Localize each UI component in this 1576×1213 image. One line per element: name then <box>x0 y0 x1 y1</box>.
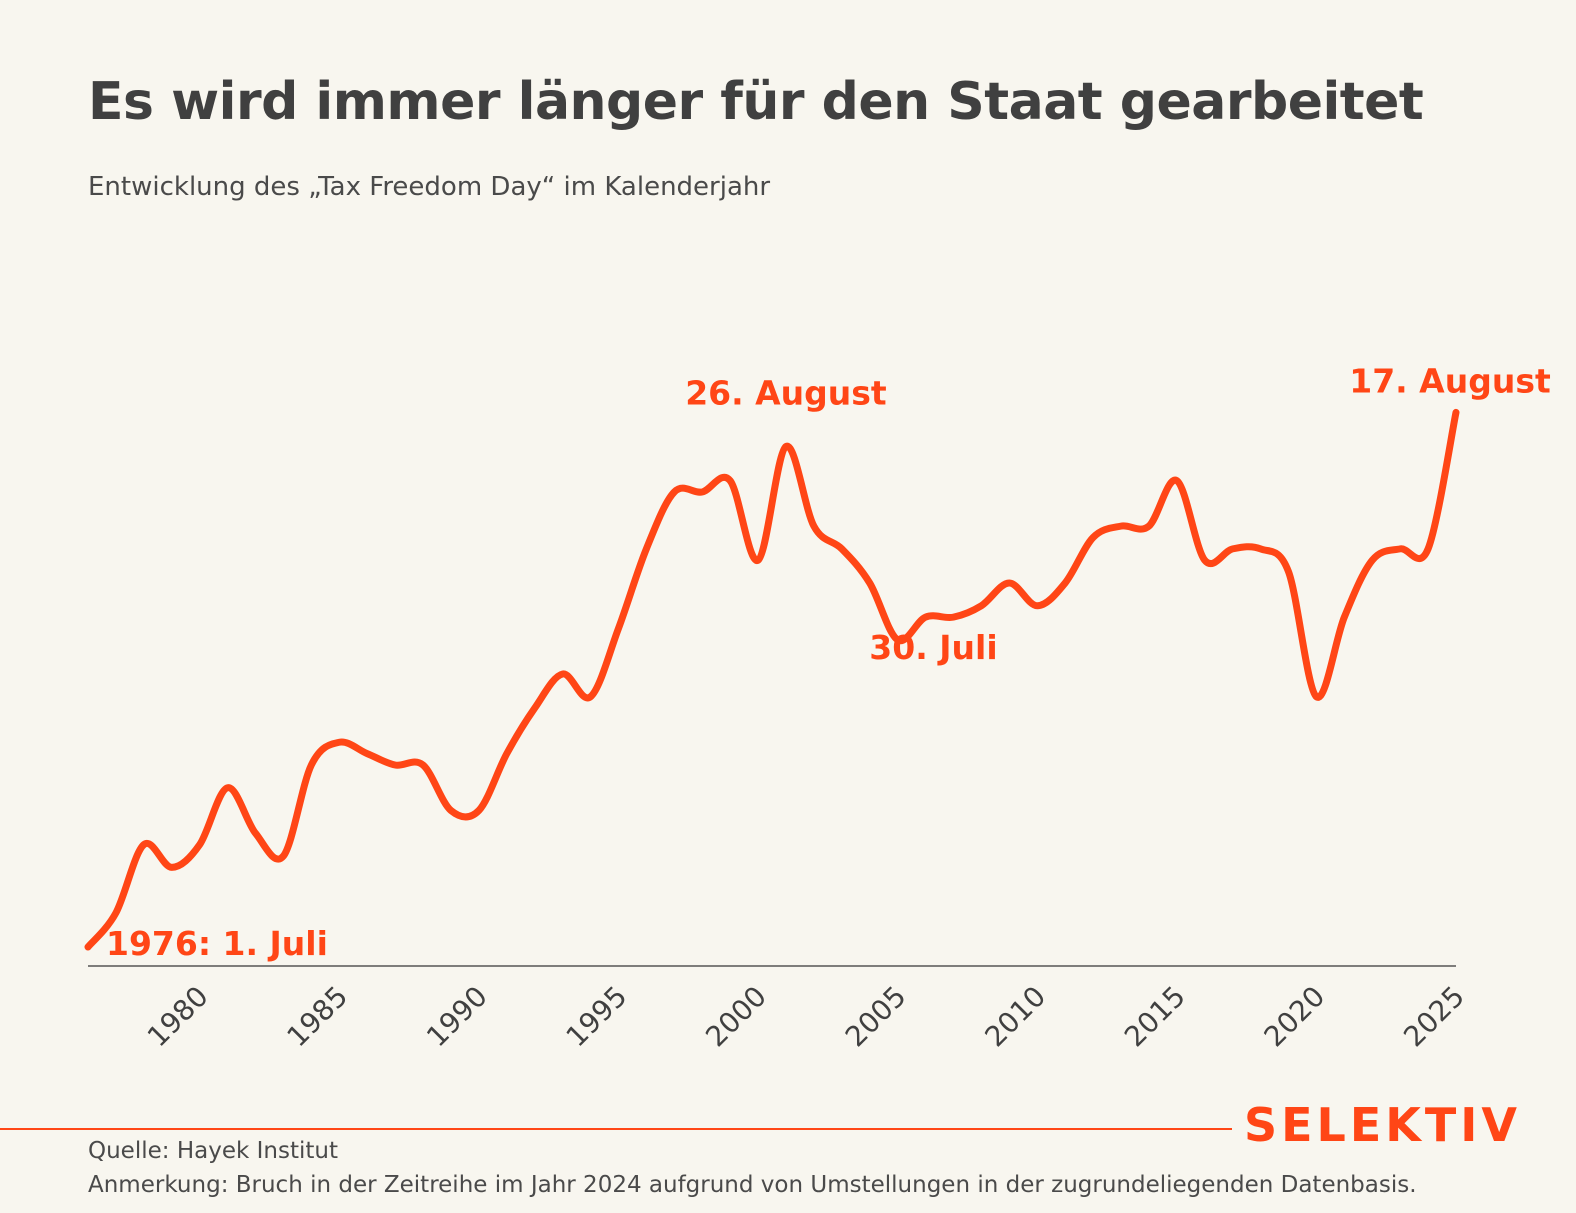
page-title: Es wird immer länger für den Staat gearb… <box>88 72 1424 132</box>
footer-divider <box>0 1128 1232 1130</box>
x-tick-label: 1985 <box>280 980 354 1054</box>
x-tick-label: 2010 <box>978 980 1052 1054</box>
annotation-label: 17. August <box>1349 361 1551 400</box>
page-subtitle: Entwicklung des „Tax Freedom Day“ im Kal… <box>88 172 771 202</box>
x-tick-label: 2000 <box>699 980 773 1054</box>
series-line <box>84 408 1460 951</box>
annotation-label: 26. August <box>685 374 887 413</box>
annotation-label: 30. Juli <box>869 628 997 667</box>
source-note: Quelle: Hayek Institut <box>88 1138 338 1164</box>
methodology-note: Anmerkung: Bruch in der Zeitreihe im Jah… <box>88 1172 1417 1198</box>
x-axis: 1980 1985 1990 1995 2000 2005 2010 2015 2020 2025 <box>88 965 1471 1054</box>
annotation-label: 1976: 1. Juli <box>106 924 328 963</box>
brand-logo: SELEKTIV <box>1244 1098 1522 1152</box>
x-tick-label: 2015 <box>1118 980 1192 1054</box>
x-tick-label: 2020 <box>1258 980 1332 1054</box>
x-tick-label: 2005 <box>839 980 913 1054</box>
x-tick-label: 1980 <box>141 980 215 1054</box>
x-tick-label: 2025 <box>1397 980 1471 1054</box>
x-tick-label: 1995 <box>560 980 634 1054</box>
annotations: 1976: 1. Juli 26. August 30. Juli 17. Augus… <box>106 361 1551 963</box>
series-group <box>84 408 1460 951</box>
x-tick-label: 1990 <box>420 980 494 1054</box>
